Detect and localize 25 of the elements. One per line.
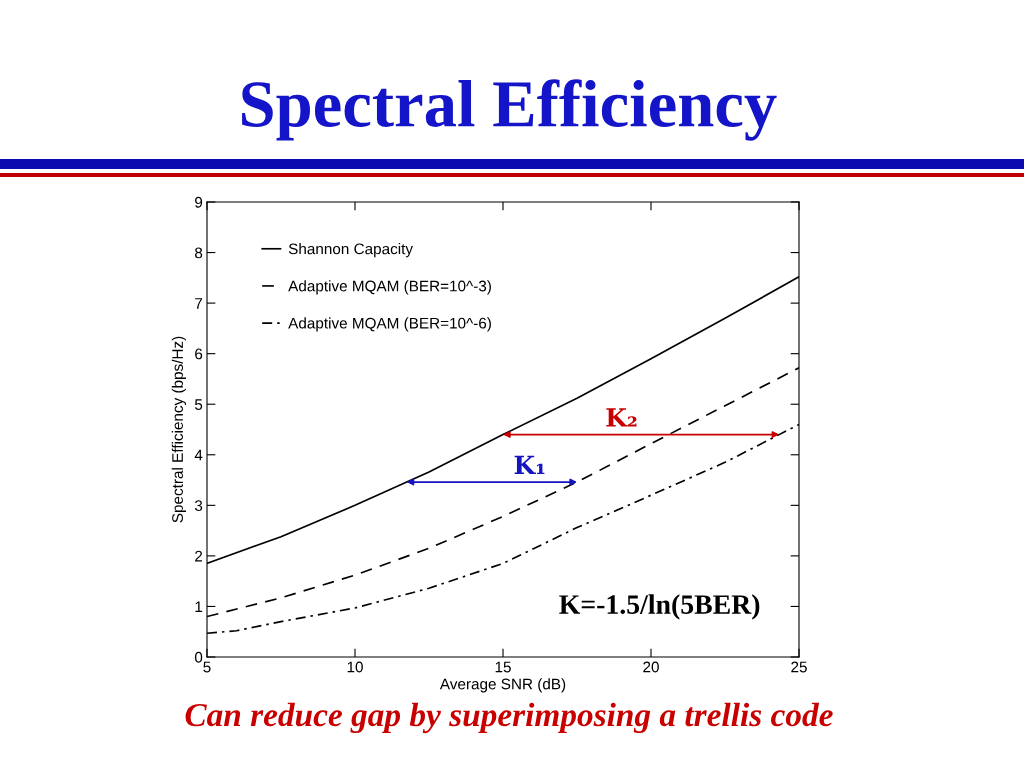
y-tick-label: 8 [195,247,203,259]
y-tick-label: 5 [194,399,203,410]
y-tick-label: 7 [195,298,203,309]
y-tick-label: 2 [195,550,203,562]
y-tick-label: 6 [195,348,203,360]
x-tick-label: 20 [643,661,659,673]
annotation: K=-1.5/ln(5BER) [559,594,760,620]
annotation: K₂ [606,408,637,427]
x-tick-label: 15 [495,661,511,673]
y-tick-label: 9 [195,196,203,208]
legend-label: Adaptive MQAM (BER=10^-6) [288,317,491,332]
chart-title: Spectral Efficiency [242,79,777,141]
x-tick-label: 5 [203,661,211,673]
annotation: K₁ [514,455,545,475]
x-tick-label: 10 [347,661,363,673]
text: Can reduce gap by superimposing a trellis code [185,702,833,734]
legend-label: Shannon Capacity [288,243,413,258]
y-tick-label: 0 [194,651,203,663]
y-axis-title: Spectral Efficiency (bps/Hz) [171,336,186,523]
x-axis-title: Average SNR (dB) [439,678,566,693]
x-tick-label: 25 [791,661,807,673]
y-tick-label: 4 [194,449,203,461]
legend-label: Adaptive MQAM (BER=10^-3) [288,280,491,295]
y-tick-label: 3 [194,500,203,512]
y-tick-label: 1 [195,601,203,612]
